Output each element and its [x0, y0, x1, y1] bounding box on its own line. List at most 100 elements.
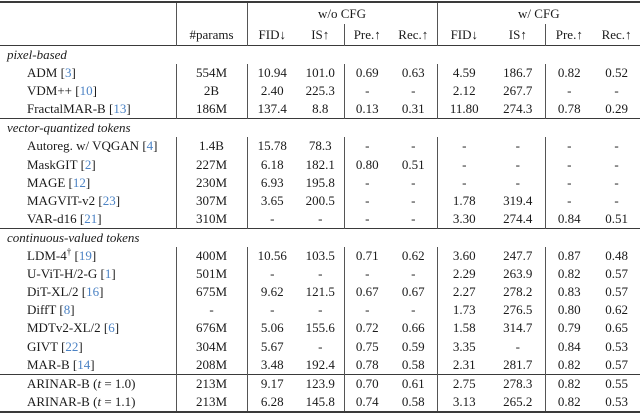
metric-cell: -: [246, 209, 297, 229]
metric-cell: 10.94: [246, 64, 297, 83]
metric-cell: 9.17: [246, 374, 297, 393]
model-cell: MDTv2-XL/2 [6]: [27, 320, 120, 336]
metric-cell: 0.63: [401, 65, 425, 81]
metric-cell: -: [318, 302, 323, 318]
table-row: ARINAR-B (t = 1.1) 213M 6.28 145.8 0.74 0.58 3…: [0, 392, 640, 412]
model-name: FractalMAR-B: [27, 101, 106, 117]
model-name: ARINAR-B: [27, 375, 90, 391]
table-row: DiffT [8] - - - - -1.73 276.5 0.80 0.62: [0, 301, 640, 320]
table-row: U-ViT-H/2-G [1] 501M - - - -2.29 263.9 0.82 0.57: [0, 265, 640, 284]
metric-cell: 0.53: [605, 338, 628, 354]
metric-cell: -: [614, 83, 619, 99]
table-row: VAR-d16 [21] 310M - - - -3.30 274.4 0.84 0.51: [0, 209, 640, 229]
col-header-is-1: IS↑: [311, 27, 330, 42]
model-cell: LDM-4† [19]: [27, 247, 97, 264]
metric-cell: -: [544, 173, 594, 192]
metric-cell: -: [515, 174, 520, 190]
metric-cell: 247.7: [503, 248, 533, 264]
metric-cell: -: [544, 137, 594, 156]
citation-link[interactable]: 6: [108, 320, 115, 336]
model-cell: MAGVIT-v2 [23]: [27, 192, 121, 208]
metric-cell: 0.84: [544, 337, 594, 356]
metric-cell: 2.12: [436, 82, 492, 101]
model-name: VAR-d16: [27, 210, 77, 226]
metric-cell: -: [411, 138, 416, 154]
metric-cell: 0.70: [343, 374, 390, 393]
metric-cell: 0.83: [544, 283, 594, 302]
group-header-row: w/o CFG w/ CFG: [0, 2, 640, 24]
metric-cell: -: [411, 266, 416, 282]
model-cell: MAGE [12]: [27, 174, 91, 190]
citation-link[interactable]: 16: [86, 284, 100, 300]
metric-cell: 2.27: [436, 283, 492, 302]
citation-link[interactable]: 19: [78, 248, 92, 264]
citation-link[interactable]: 23: [102, 192, 116, 208]
model-name: LDM-4: [27, 248, 67, 264]
metric-cell: 3.48: [246, 355, 297, 375]
col-header-fid-2: FID↓: [436, 24, 492, 46]
metric-cell: 2.29: [436, 265, 492, 284]
metric-cell: 0.78: [343, 355, 390, 375]
table-header: w/o CFG w/ CFG #params FID↓ IS↑ Pre.↑ Re…: [0, 2, 640, 46]
metric-cell: -: [318, 266, 323, 282]
model-name: MAGVIT-v2: [27, 192, 96, 208]
model-cell: VAR-d16 [21]: [27, 210, 102, 226]
metric-cell: 225.3: [305, 83, 335, 99]
model-cell: MAR-B [14]: [27, 356, 95, 372]
metric-cell: 6.28: [246, 392, 297, 412]
metric-cell: 186.7: [503, 65, 533, 81]
metric-cell: 155.6: [305, 320, 335, 336]
metric-cell: 200.5: [305, 192, 335, 208]
metric-cell: 192.4: [305, 356, 335, 372]
metric-cell: 0.71: [343, 247, 390, 266]
metric-cell: -: [343, 301, 390, 320]
model-cell: MaskGIT [2]: [27, 156, 96, 172]
metric-cell: 0.61: [401, 375, 425, 391]
metric-cell: 8.8: [312, 101, 329, 117]
metric-cell: -: [436, 173, 492, 192]
citation-link[interactable]: 22: [65, 338, 79, 354]
model-name: DiffT: [27, 302, 57, 318]
metric-cell: 9.62: [246, 283, 297, 302]
section-label: vector-quantized tokens: [7, 120, 131, 136]
citation-link[interactable]: 21: [84, 210, 98, 226]
table-row: MDTv2-XL/2 [6] 676M 5.06 155.6 0.72 0.66 1.58 3…: [0, 319, 640, 338]
table-row: FractalMAR-B [13] 186M 137.4 8.8 0.13 0.31 11.…: [0, 100, 640, 119]
metric-cell: -: [515, 156, 520, 172]
params-cell: 213M: [175, 374, 247, 393]
metric-cell: 121.5: [305, 284, 335, 300]
metric-cell: 3.60: [436, 247, 492, 266]
citation-link[interactable]: 8: [63, 302, 71, 318]
metric-cell: 274.3: [503, 101, 533, 117]
citation-link[interactable]: 1: [104, 266, 112, 282]
metric-cell: -: [614, 138, 619, 154]
citation-link[interactable]: 13: [113, 101, 127, 117]
metric-cell: 263.9: [503, 266, 533, 282]
metric-cell: -: [515, 338, 520, 354]
metric-cell: 314.7: [503, 320, 533, 336]
metric-cell: 0.62: [401, 248, 425, 264]
model-name: MDTv2-XL/2: [27, 320, 101, 336]
citation-link[interactable]: 2: [84, 156, 92, 172]
citation-link[interactable]: 10: [79, 83, 93, 99]
metric-cell: 1.58: [436, 319, 492, 338]
metric-cell: 0.57: [605, 266, 628, 282]
table-row: Autoreg. w/ VQGAN [4] 1.4B 15.78 78.3- - - - - -: [0, 137, 640, 156]
metric-cell: 267.7: [503, 83, 533, 99]
metric-cell: -: [436, 155, 492, 174]
metric-cell: -: [544, 82, 594, 101]
metric-cell: 0.51: [401, 156, 425, 172]
params-cell: 676M: [175, 319, 247, 338]
params-cell: 1.4B: [175, 137, 247, 156]
metric-cell: 319.4: [503, 192, 533, 208]
citation-link[interactable]: 12: [72, 174, 86, 190]
citation-link[interactable]: 14: [77, 356, 91, 372]
citation-link[interactable]: 4: [146, 138, 154, 154]
metric-cell: 0.52: [605, 65, 628, 81]
model-name: ADM: [27, 65, 58, 81]
model-name: GIVT: [27, 338, 58, 354]
citation-link[interactable]: 3: [64, 65, 72, 81]
params-cell: 501M: [175, 265, 247, 284]
metric-cell: 101.0: [305, 65, 335, 81]
